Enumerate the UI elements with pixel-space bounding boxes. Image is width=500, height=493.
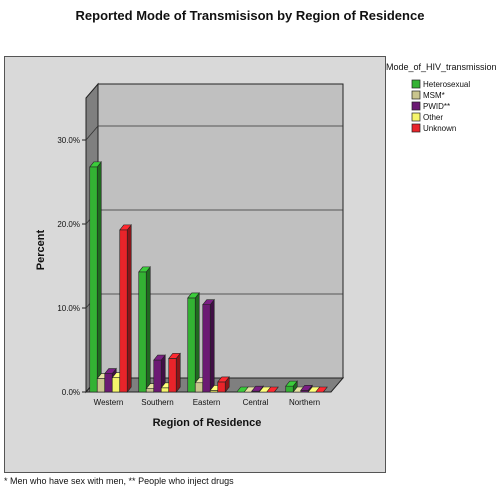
legend-label: Other xyxy=(423,113,443,122)
x-tick-label: Eastern xyxy=(193,398,221,407)
legend: Mode_of_HIV_transmission Heterosexual MSM… xyxy=(386,62,497,133)
y-tick-label: 0.0% xyxy=(62,388,80,397)
bar-msm xyxy=(145,388,155,393)
legend-swatch xyxy=(411,79,421,89)
bar-top xyxy=(285,380,298,387)
y-axis-ticks: 0.0% 10.0% 20.0% 30.0% xyxy=(57,136,86,397)
bar-top xyxy=(315,386,328,393)
bar-top xyxy=(138,266,151,273)
legend-label: PWID** xyxy=(423,102,450,111)
y-axis-label: Percent xyxy=(35,229,47,270)
bar-side xyxy=(175,352,181,393)
legend-swatch xyxy=(411,90,421,100)
x-axis-ticks: Western Southern Eastern Central Northern xyxy=(94,398,320,407)
bar-heterosexual xyxy=(138,271,147,393)
bars-group xyxy=(89,161,328,393)
legend-label: MSM* xyxy=(423,91,445,100)
bar-unknown xyxy=(168,358,177,393)
bar-unknown xyxy=(217,381,226,393)
bar-side xyxy=(126,224,132,393)
legend-swatch xyxy=(411,101,421,111)
bar-top xyxy=(187,292,200,299)
bar-msm xyxy=(194,382,204,393)
legend-swatch xyxy=(411,123,421,133)
bar-top xyxy=(119,224,132,231)
bar-pwid xyxy=(104,373,113,393)
bar-top xyxy=(300,385,313,391)
y-tick-label: 30.0% xyxy=(57,136,80,145)
bar-unknown xyxy=(119,229,128,393)
x-tick-label: Northern xyxy=(289,398,320,407)
bar-heterosexual xyxy=(285,385,294,393)
x-tick-label: Western xyxy=(94,398,124,407)
bar-top xyxy=(89,161,102,168)
bar-heterosexual xyxy=(187,297,196,393)
bar-heterosexual xyxy=(89,166,98,393)
bar-top xyxy=(266,386,279,393)
bar-side xyxy=(145,266,151,393)
bar-pwid xyxy=(202,304,211,393)
bar-top xyxy=(202,299,215,305)
y-tick-label: 20.0% xyxy=(57,220,80,229)
chart-title: Reported Mode of Transmisison by Region … xyxy=(75,8,425,23)
bar-side xyxy=(209,298,215,393)
back-wall xyxy=(97,83,344,379)
x-axis-label: Region of Residence xyxy=(153,417,262,429)
y-tick-label: 10.0% xyxy=(57,304,80,313)
bar-pwid xyxy=(153,359,162,393)
bar-other xyxy=(160,387,170,393)
bar-side xyxy=(96,161,102,393)
bar-msm xyxy=(96,378,106,393)
bar-top xyxy=(217,376,230,383)
legend-title: Mode_of_HIV_transmission xyxy=(386,62,497,72)
legend-label: Heterosexual xyxy=(423,80,470,89)
bar-top xyxy=(153,354,166,361)
bar-other xyxy=(111,377,121,393)
legend-swatch xyxy=(411,112,421,122)
x-tick-label: Southern xyxy=(141,398,173,407)
gridline xyxy=(85,125,343,141)
footnote: * Men who have sex with men, ** People w… xyxy=(4,476,234,486)
bar-top xyxy=(104,368,117,374)
legend-label: Unknown xyxy=(423,124,456,133)
bar-side xyxy=(194,292,200,393)
bar-top xyxy=(251,385,264,392)
x-tick-label: Central xyxy=(243,398,269,407)
bar-top xyxy=(168,353,181,359)
